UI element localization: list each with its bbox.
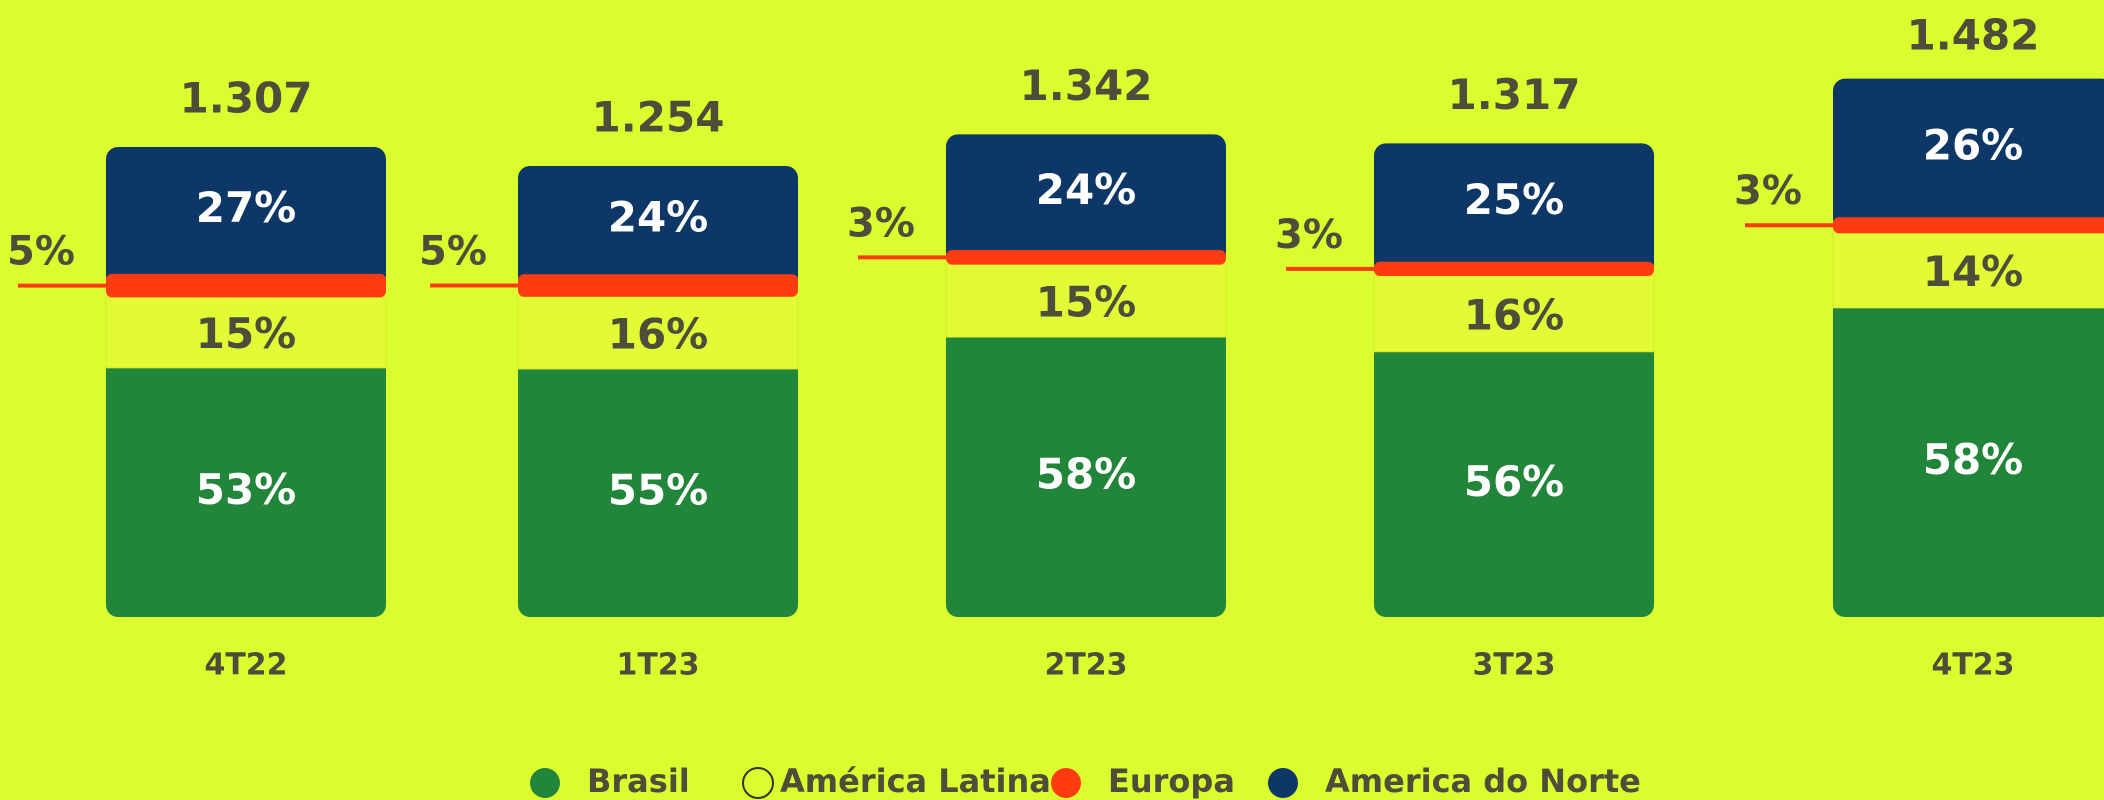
legend-label: America do Norte: [1325, 762, 1641, 800]
bar-segment: [946, 250, 1226, 265]
legend-marker: [1268, 768, 1298, 798]
value-label: 55%: [608, 465, 709, 514]
total-label: 1.254: [592, 93, 725, 142]
bar-segment: [106, 146, 386, 288]
bar-segment: [106, 353, 386, 617]
x-tick-label: 4T22: [204, 648, 287, 683]
value-label: 58%: [1036, 450, 1137, 499]
bar-segment: [1833, 78, 2104, 232]
value-label: 58%: [1923, 435, 2024, 484]
legend-marker: [530, 768, 560, 798]
value-label: 15%: [196, 309, 297, 358]
bar-segment: [1833, 217, 2104, 234]
bar-segment: [517, 296, 799, 370]
legend-label: América Latina: [780, 762, 1051, 800]
bar-segment: [105, 296, 387, 369]
bar-segment: [1374, 337, 1654, 617]
value-label: 26%: [1923, 120, 2024, 169]
legend-label: Brasil: [587, 762, 690, 800]
value-label: 3%: [847, 200, 915, 246]
x-tick-label: 4T23: [1931, 648, 2014, 683]
total-label: 1.317: [1448, 70, 1581, 119]
value-label: 15%: [1036, 277, 1137, 326]
bar-segment: [1374, 261, 1654, 276]
value-label: 56%: [1464, 457, 1565, 506]
bar-segment: [946, 323, 1226, 617]
total-label: 1.307: [180, 73, 313, 122]
bar-segment: [1833, 293, 2104, 617]
value-label: 16%: [1464, 290, 1565, 339]
x-tick-label: 2T23: [1044, 648, 1127, 683]
bar-segment: [518, 274, 798, 297]
value-label: 25%: [1464, 175, 1565, 224]
value-label: 53%: [196, 465, 297, 514]
value-label: 5%: [419, 229, 487, 275]
total-label: 1.482: [1907, 11, 2040, 60]
bar-segment: [518, 166, 798, 289]
value-label: 3%: [1734, 168, 1802, 214]
value-label: 3%: [1275, 212, 1343, 258]
legend-label: Europa: [1108, 762, 1235, 800]
value-label: 16%: [608, 309, 709, 358]
bar-segment: [518, 354, 798, 617]
value-label: 24%: [608, 193, 709, 242]
bar-segment: [946, 134, 1226, 265]
total-label: 1.342: [1020, 61, 1153, 110]
bar-segment: [1374, 143, 1654, 276]
bar-segment: [1373, 275, 1655, 353]
x-tick-label: 3T23: [1472, 648, 1555, 683]
bar-segment: [106, 273, 386, 298]
legend-marker: [1051, 768, 1081, 798]
x-tick-label: 1T23: [616, 648, 699, 683]
value-label: 27%: [196, 183, 297, 232]
legend-marker: [742, 767, 774, 799]
bar-segment: [1832, 232, 2104, 309]
value-label: 14%: [1923, 247, 2024, 296]
value-label: 5%: [7, 229, 75, 275]
value-label: 24%: [1036, 165, 1137, 214]
